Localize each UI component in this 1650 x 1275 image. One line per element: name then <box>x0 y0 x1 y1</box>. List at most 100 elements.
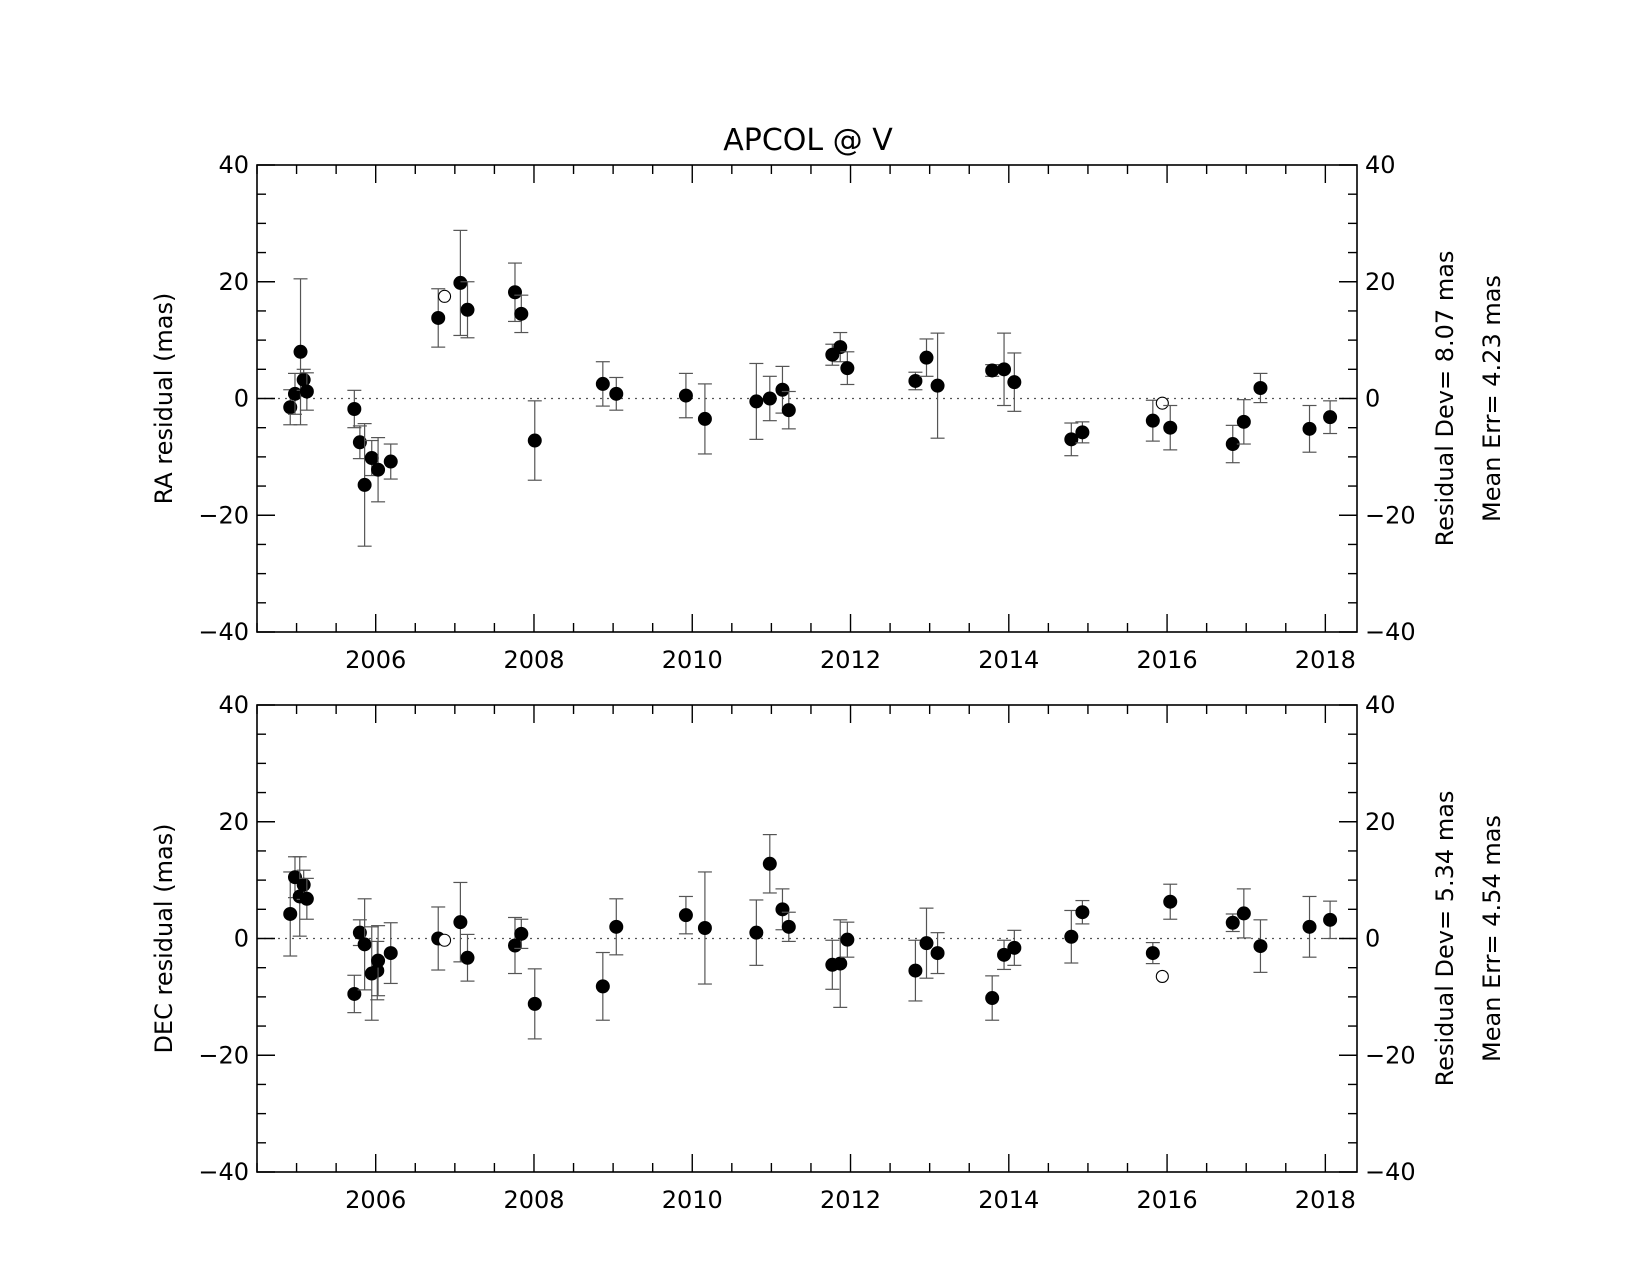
dec-data-point <box>514 918 529 950</box>
dec-xtick-label: 2008 <box>503 1186 564 1214</box>
ra-ytick-label-right: 40 <box>1365 151 1396 179</box>
ra-marker-open <box>438 289 452 303</box>
ra-data-point <box>609 376 624 411</box>
ra-marker-filled <box>364 451 379 466</box>
ra-marker-filled <box>299 384 314 399</box>
dec-marker-filled <box>347 986 362 1001</box>
dec-ytick-label-left: 20 <box>218 808 249 836</box>
ra-marker-filled <box>833 340 848 355</box>
ra-data-point <box>833 331 848 363</box>
ra-marker-filled <box>781 403 796 418</box>
ra-annotation-mean-err: Mean Err= 4.23 mas <box>1478 275 1506 522</box>
ra-marker-filled <box>762 391 777 406</box>
ra-data-point <box>1007 352 1022 412</box>
ra-marker-filled <box>930 378 945 393</box>
ra-data-point <box>453 229 468 337</box>
dec-data-point <box>997 939 1012 971</box>
dec-marker-filled <box>697 920 712 935</box>
dec-xtick-label: 2018 <box>1295 1186 1356 1214</box>
ra-marker-filled <box>1075 425 1090 440</box>
dec-xtick-label: 2012 <box>820 1186 881 1214</box>
dec-marker-filled <box>383 946 398 961</box>
dec-data-point <box>370 940 385 1001</box>
ra-data-point <box>930 332 945 439</box>
dec-data-point <box>678 895 693 935</box>
dec-marker-filled <box>1323 912 1338 927</box>
ra-ytick-label-left: 0 <box>234 385 249 413</box>
dec-residual-panel: −40 −40 −20 −20 0 0 20 20 40 40 2006 2008 2010 2012 20… <box>150 691 1506 1214</box>
ra-marker-filled <box>997 362 1012 377</box>
dec-marker-filled <box>908 963 923 978</box>
dec-data-point <box>1253 919 1268 973</box>
ra-marker-filled <box>678 388 693 403</box>
dec-data-point <box>1302 895 1317 958</box>
ra-ytick-label-right: 20 <box>1365 268 1396 296</box>
dec-xtick-label: 2006 <box>345 1186 406 1214</box>
ra-ytick-label-right: −20 <box>1365 501 1416 529</box>
dec-marker-open <box>438 933 452 947</box>
dec-marker-filled <box>1145 946 1160 961</box>
ra-data-point <box>919 338 934 377</box>
ra-marker-filled <box>749 394 764 409</box>
ra-data-point <box>371 437 386 503</box>
ra-data-point <box>985 363 1000 378</box>
ra-marker-filled <box>840 361 855 376</box>
dec-data-point <box>781 911 796 943</box>
ra-ytick-label-right: 0 <box>1365 385 1380 413</box>
ra-data-point <box>1155 396 1169 410</box>
dec-data-point <box>762 833 777 894</box>
ra-marker-filled <box>371 462 386 477</box>
ra-marker-filled <box>595 376 610 391</box>
dec-ytick-label-left: 40 <box>218 691 249 719</box>
dec-data-point <box>357 898 372 991</box>
dec-data-point <box>453 881 468 963</box>
dec-data-point <box>985 975 1000 1021</box>
ra-data-point <box>908 371 923 391</box>
ra-marker-filled <box>460 302 475 317</box>
ra-data-point <box>293 278 308 426</box>
ra-marker-filled <box>507 285 522 300</box>
dec-data-point <box>1145 941 1160 965</box>
ra-marker-open <box>1155 396 1169 410</box>
ra-data-point <box>781 390 796 430</box>
dec-ytick-label-left: −40 <box>198 1158 249 1186</box>
dec-data-point <box>1236 888 1251 939</box>
dec-marker-filled <box>283 906 298 921</box>
ra-data-point <box>762 375 777 422</box>
dec-marker-filled <box>678 908 693 923</box>
dec-data-point <box>749 899 764 966</box>
ra-residual-panel: −40 −40 −20 −20 0 0 20 20 40 40 2006 2008 2010 2012 20… <box>150 151 1506 674</box>
dec-marker-filled <box>595 979 610 994</box>
ra-marker-filled <box>1253 380 1268 395</box>
dec-data-point <box>1163 883 1178 920</box>
dec-marker-filled <box>1007 940 1022 955</box>
dec-xtick-label: 2010 <box>662 1186 723 1214</box>
ra-data-point <box>383 443 398 480</box>
ra-data-point <box>595 361 610 407</box>
ra-marker-filled <box>514 306 529 321</box>
dec-marker-filled <box>296 877 311 892</box>
ra-marker-filled <box>453 275 468 290</box>
ra-data-point <box>997 332 1012 407</box>
ra-y-axis-label: RA residual (mas) <box>150 293 178 505</box>
dec-data-point <box>595 951 610 1021</box>
ra-data-point <box>775 365 790 414</box>
ra-marker-filled <box>1163 420 1178 435</box>
ra-ytick-label-right: −40 <box>1365 618 1416 646</box>
ra-data-point <box>1075 421 1090 444</box>
dec-marker-filled <box>1075 905 1090 920</box>
ra-data-point <box>460 281 475 339</box>
ra-ytick-label-left: −20 <box>198 501 249 529</box>
dec-marker-filled <box>514 926 529 941</box>
dec-data-point <box>299 877 314 920</box>
ra-marker-filled <box>527 433 542 448</box>
ra-ytick-label-left: 40 <box>218 151 249 179</box>
dec-data-point <box>438 933 452 947</box>
dec-data-point <box>919 907 934 979</box>
ra-xtick-label: 2006 <box>345 646 406 674</box>
ra-xtick-label: 2010 <box>662 646 723 674</box>
dec-xtick-label: 2014 <box>978 1186 1039 1214</box>
ra-xtick-label: 2018 <box>1295 646 1356 674</box>
ra-data-point <box>438 289 452 303</box>
